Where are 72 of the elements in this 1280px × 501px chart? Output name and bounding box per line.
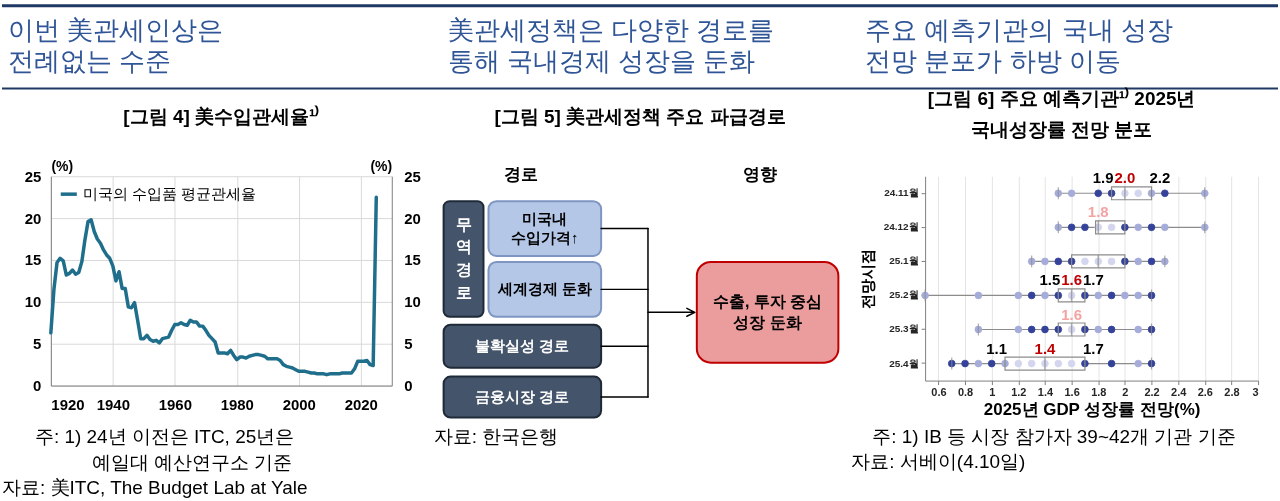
chart-subtitle: [그림 4] 美수입관세율¹⁾ [123,105,320,128]
x-tick-label: 2.8 [1224,386,1240,399]
text: 금융시장 경로 [475,388,570,406]
y-tick-label: 25.1월 [889,255,919,267]
x-tick-label: 0.8 [957,386,974,399]
text: 무역경로 [455,215,472,302]
text: 자료: 한국은행 [433,426,559,448]
y-tick-label: 25.4월 [889,357,919,369]
annotation: 1.6 [1061,305,1082,323]
text: 경로 [504,165,539,185]
x-tick-label: 1960 [158,396,192,413]
annotation: 1.7 [1082,339,1104,357]
y-tick-label: 25 [24,167,42,185]
x-tick-label: 1920 [51,396,85,413]
y-tick-label: 25.3월 [889,323,919,335]
text: 불확실성 경로 [475,337,570,355]
y2-tick-label: 0 [404,377,413,395]
x-tick-label: 1940 [96,396,130,413]
x-tick-label: 1.8 [1091,386,1107,399]
annotation: 1.1 [986,339,1008,357]
y-tick-label: 15 [24,251,42,269]
annotation: 1.8 [1087,203,1109,221]
y-tick-label: 20 [24,209,42,227]
x-tick-label: 2020 [344,396,378,413]
y2-tick-label: 5 [404,335,413,353]
text: 자료: 서베이(4.10일) [851,451,1026,473]
annotation: 1.6 [1061,271,1082,289]
chart-title: 이번 美관세인상은 전례없는 수준 [7,15,224,75]
x-tick-label: 0.6 [931,386,947,399]
y-tick-label: 5 [33,335,42,353]
legend-label: 미국의 수입품 평균관세율 [82,185,257,203]
y2-tick-label: 25 [404,167,421,185]
x-tick-label: 2.2 [1144,386,1160,399]
chart-subtitle: [그림 6] 주요 예측기관¹⁾ 2025년 국내성장률 전망 분포 [927,87,1196,141]
y2-tick-label: 20 [404,209,421,227]
y-tick-label: 24.11월 [884,187,919,199]
x-tick-label: 3 [1252,386,1259,399]
text: 주: 1) IB 등 시장 참가자 39~42개 기관 기준 [872,426,1236,448]
x-tick-label: 1.2 [1011,386,1027,399]
x-tick-label: 1.6 [1064,386,1080,399]
y-axis-title: 전망시점 [858,248,876,309]
y-tick-label: 0 [33,377,42,395]
annotation: 1.5 [1039,271,1061,289]
text: 수출, 투자 중심 성장 둔화 [712,292,823,331]
x-tick-label: 2 [1122,386,1129,399]
x-tick-label: 1.4 [1037,386,1054,399]
y2-tick-label: 15 [404,251,421,269]
text: 美관세정책은 다양한 경로를 통해 국내경제 성장을 둔화 [447,15,775,75]
x-tick-label: 2.4 [1171,386,1188,399]
text: [그림 5] 美관세정책 주요 파급경로 [494,106,786,128]
y-tick-label: 10 [24,293,42,311]
text: 미국내 수입가격↑ [511,210,579,247]
chart-title: 주요 예측기관의 국내 성장 전망 분포가 하방 이동 [865,15,1173,75]
x-tick-label: 1980 [220,396,254,413]
text: 주: 1) 24년 이전은 ITC, 25년은 예일대 예산연구소 기준 [34,426,295,473]
annotation: 2.2 [1149,169,1171,187]
y-tick-label: 24.12월 [883,221,919,233]
x-axis-title: 2025년 GDP 성장률 전망(%) [983,399,1201,419]
x-tick-label: 1 [989,386,996,399]
y-axis-title: (%) [51,157,74,174]
text: 영향 [742,165,777,185]
y2-tick-label: 10 [404,293,421,311]
annotation: 2.0 [1114,169,1136,187]
x-tick-label: 2000 [282,396,316,413]
annotation: 1.9 [1092,169,1114,187]
x-tick-label: 2.6 [1197,386,1213,399]
annotation: 1.4 [1034,339,1057,357]
y-tick-label: 25.2월 [889,289,919,301]
text: 자료: 美ITC, The Budget Lab at Yale [1,477,308,499]
annotation: 1.7 [1082,271,1104,289]
text: 세계경제 둔화 [496,280,592,298]
y2-axis-title: (%) [370,157,393,174]
